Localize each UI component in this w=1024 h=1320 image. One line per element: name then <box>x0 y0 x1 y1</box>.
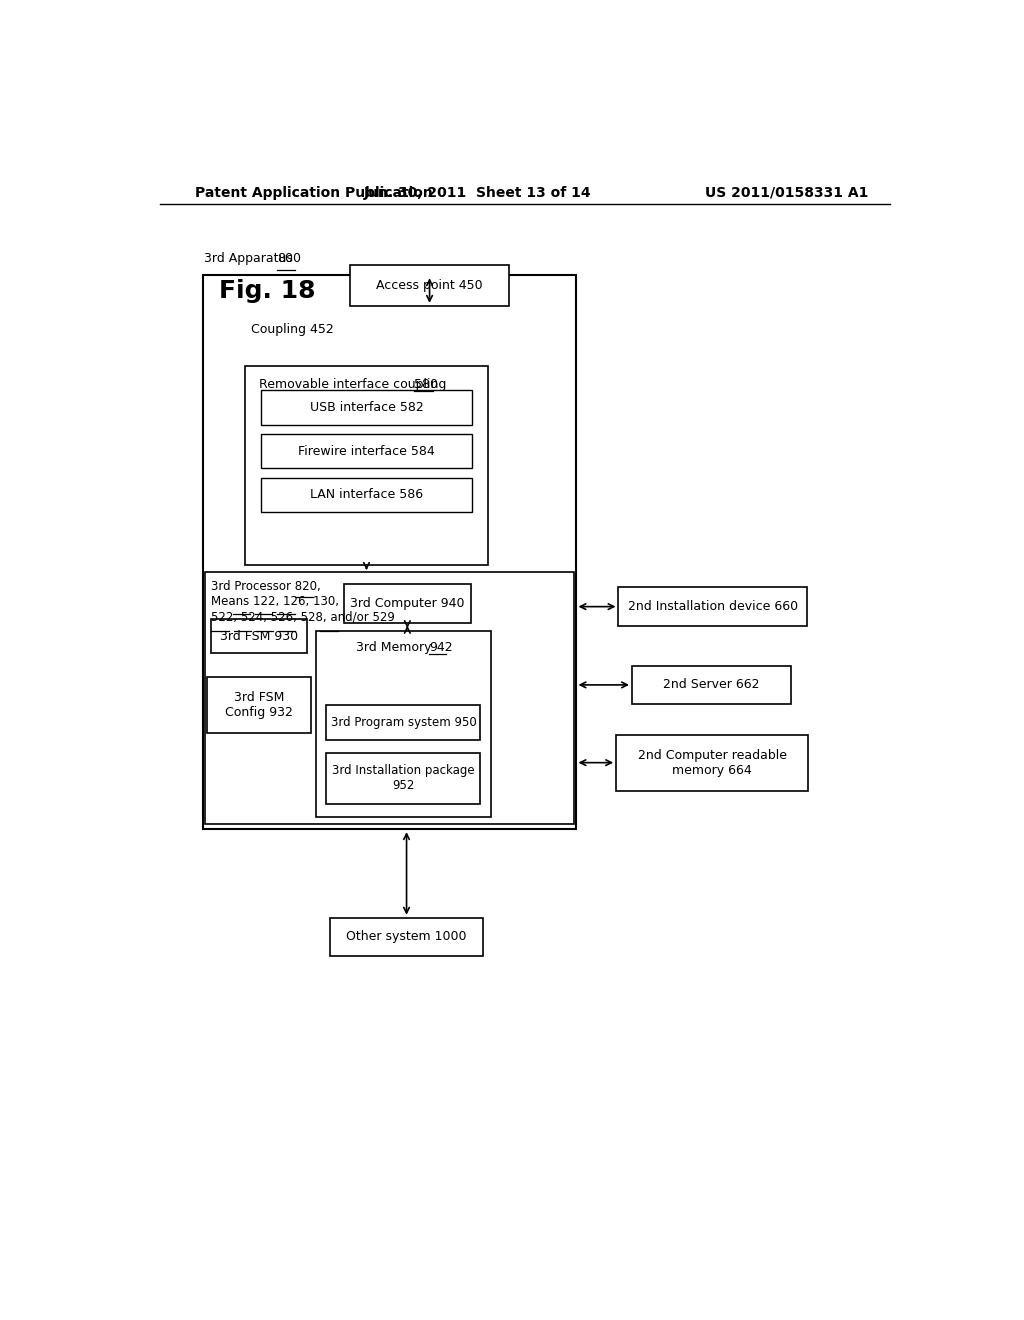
Text: 3rd FSM 930: 3rd FSM 930 <box>220 630 298 643</box>
Text: Jun. 30, 2011  Sheet 13 of 14: Jun. 30, 2011 Sheet 13 of 14 <box>364 186 591 199</box>
Text: 800: 800 <box>278 252 301 265</box>
FancyBboxPatch shape <box>350 265 509 306</box>
FancyBboxPatch shape <box>261 478 472 512</box>
Text: Access point 450: Access point 450 <box>376 279 483 292</box>
FancyBboxPatch shape <box>207 677 310 733</box>
FancyBboxPatch shape <box>327 705 480 739</box>
FancyBboxPatch shape <box>618 587 807 626</box>
FancyBboxPatch shape <box>331 917 482 956</box>
FancyBboxPatch shape <box>203 276 575 829</box>
Text: 3rd Processor 820,
Means 122, 126, 130,
522, 524, 526, 528, and/or 529: 3rd Processor 820, Means 122, 126, 130, … <box>211 581 395 623</box>
Text: 3rd Apparatus: 3rd Apparatus <box>204 252 297 265</box>
Text: US 2011/0158331 A1: US 2011/0158331 A1 <box>705 186 868 199</box>
FancyBboxPatch shape <box>261 434 472 469</box>
Text: Fig. 18: Fig. 18 <box>219 279 315 302</box>
Text: 2nd Server 662: 2nd Server 662 <box>664 678 760 692</box>
FancyBboxPatch shape <box>246 366 487 565</box>
FancyBboxPatch shape <box>211 619 306 653</box>
Text: 580: 580 <box>414 378 438 391</box>
FancyBboxPatch shape <box>316 631 490 817</box>
Text: USB interface 582: USB interface 582 <box>309 401 423 414</box>
FancyBboxPatch shape <box>205 572 574 824</box>
Text: 2nd Computer readable
memory 664: 2nd Computer readable memory 664 <box>638 748 786 776</box>
FancyBboxPatch shape <box>344 585 471 623</box>
Text: Coupling 452: Coupling 452 <box>251 322 334 335</box>
Text: Other system 1000: Other system 1000 <box>346 931 467 944</box>
Text: LAN interface 586: LAN interface 586 <box>310 488 423 502</box>
Text: Patent Application Publication: Patent Application Publication <box>196 186 433 199</box>
Text: 942: 942 <box>429 642 453 655</box>
Text: 2nd Installation device 660: 2nd Installation device 660 <box>628 601 798 612</box>
Text: 3rd Memory: 3rd Memory <box>355 642 435 655</box>
Text: 3rd FSM
Config 932: 3rd FSM Config 932 <box>225 690 293 718</box>
FancyBboxPatch shape <box>327 752 480 804</box>
Text: Firewire interface 584: Firewire interface 584 <box>298 445 435 458</box>
Text: 3rd Installation package
952: 3rd Installation package 952 <box>332 764 475 792</box>
Text: 3rd Program system 950: 3rd Program system 950 <box>331 715 476 729</box>
FancyBboxPatch shape <box>616 735 808 791</box>
Text: 3rd Computer 940: 3rd Computer 940 <box>350 597 465 610</box>
Text: Removable interface coupling: Removable interface coupling <box>259 378 451 391</box>
FancyBboxPatch shape <box>632 665 791 704</box>
FancyBboxPatch shape <box>261 391 472 425</box>
